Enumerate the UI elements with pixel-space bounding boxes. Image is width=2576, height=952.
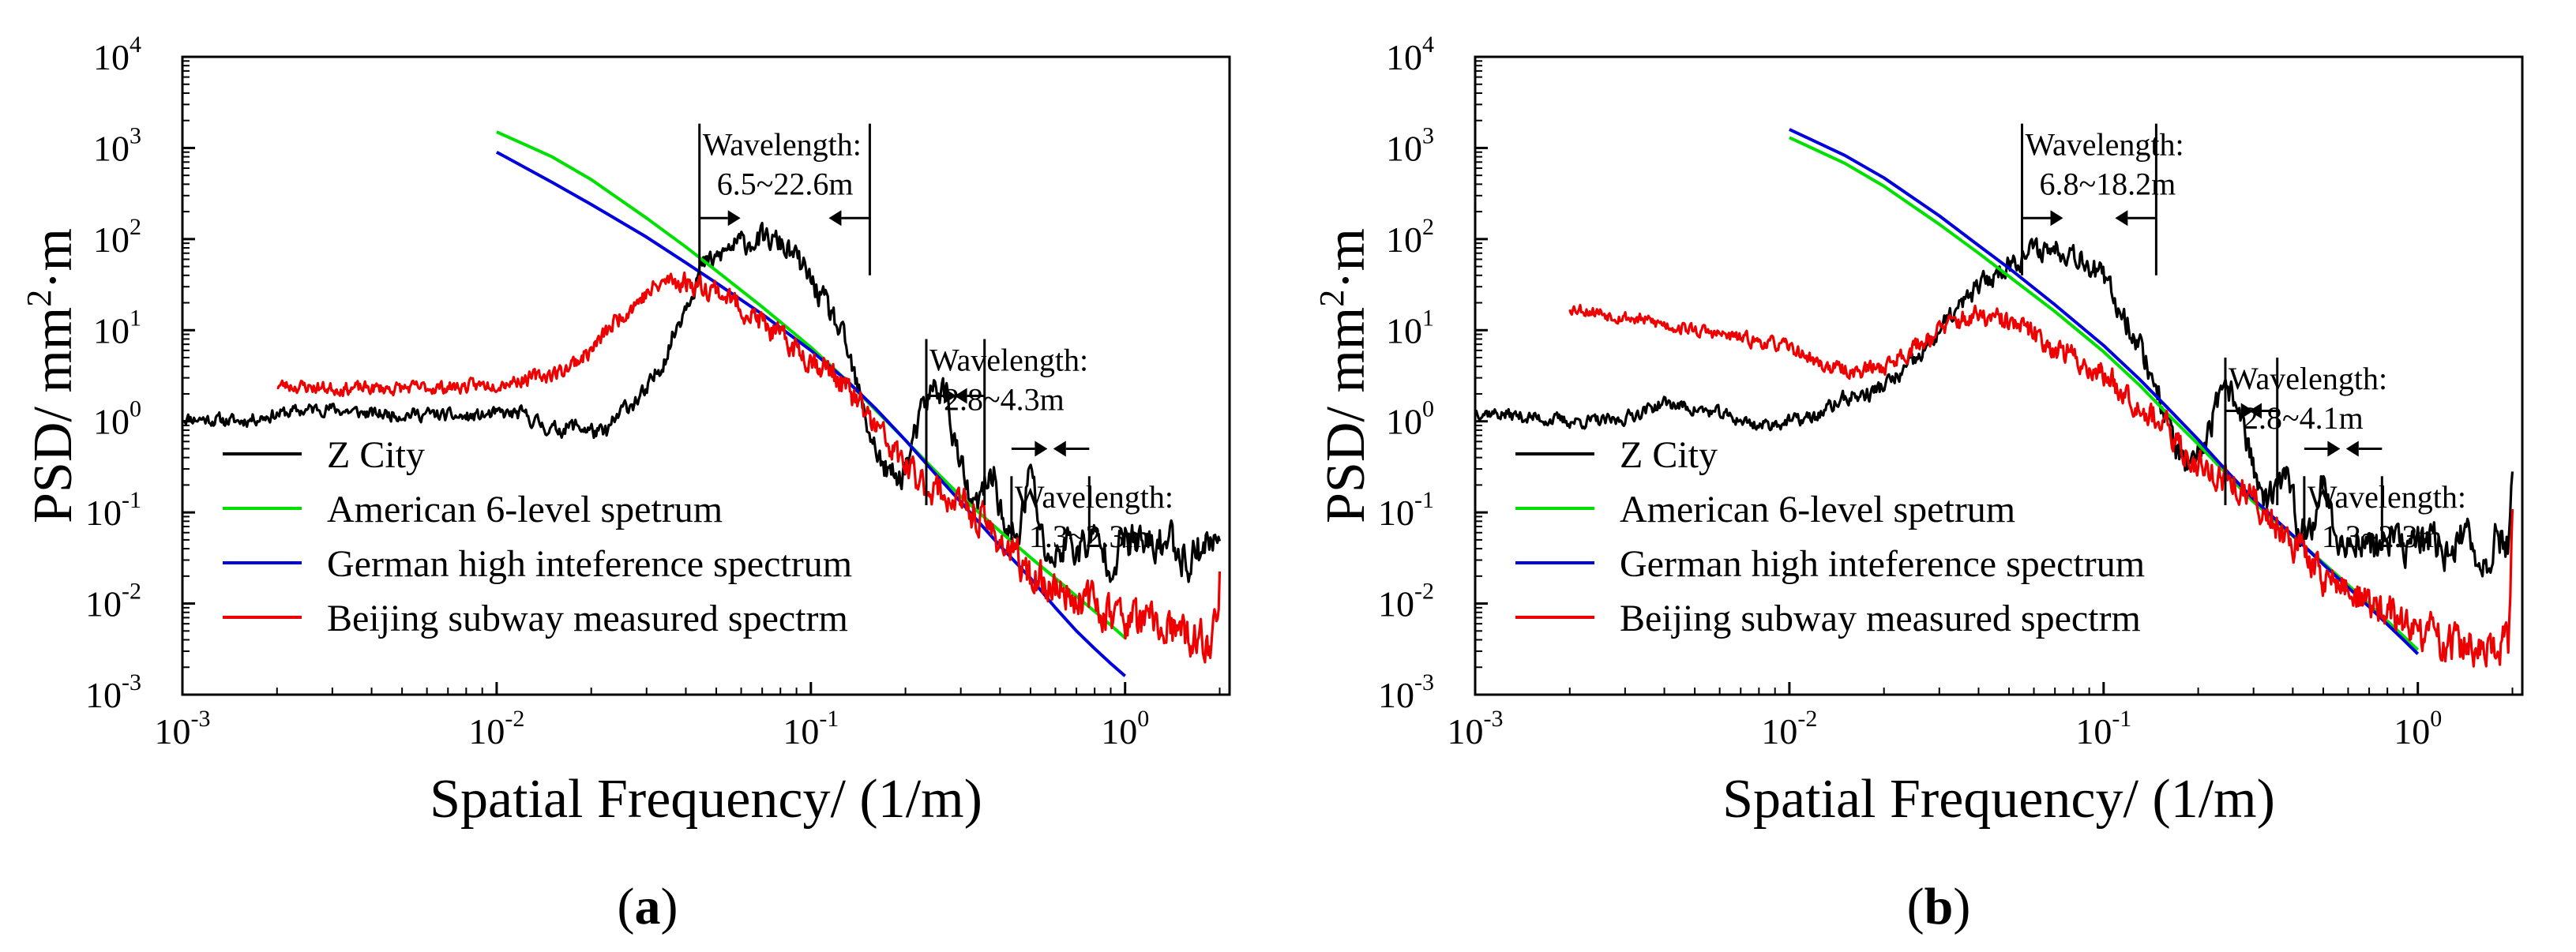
legend: Z City American 6-level spetrum German hig… <box>223 434 852 639</box>
chart-panel-a: 10-3 10-2 10-1 100 10-3 10-2 10-1 100 101 102 103… <box>20 32 1231 935</box>
legend-label: Z City <box>1620 434 1718 476</box>
x-tick-label: 100 <box>2394 706 2442 751</box>
y-tick-label: 103 <box>1386 122 1434 168</box>
x-tick-label: 10-2 <box>468 706 524 751</box>
arrow-right-head <box>727 210 741 227</box>
series-line-beijing-subway-measured-spectrm <box>276 271 1222 664</box>
arrow-left-head <box>954 388 967 404</box>
annotation-title: Wavelength: <box>2308 479 2466 515</box>
arrow-right-head <box>2050 210 2063 227</box>
legend-label: German high inteference spectrum <box>1620 543 2145 585</box>
legend-entry: Z City <box>1515 434 1718 476</box>
arrow-left-head <box>2248 403 2262 419</box>
wavelength-annotation: Wavelength: 6.5~22.6m <box>698 123 871 275</box>
wavelength-annotation: Wavelength: 2.8~4.1m <box>2224 358 2387 506</box>
arrow-right-head <box>2240 403 2254 419</box>
arrow-left-head <box>2345 440 2359 457</box>
annotation-range: 6.5~22.6m <box>717 167 854 202</box>
y-tick-label: 100 <box>1386 396 1434 442</box>
x-axis-title: Spatial Frequency/ (1/m) <box>1722 769 2275 830</box>
legend-entry: German high inteference spectrum <box>223 543 852 585</box>
arrow-right-head <box>2327 440 2341 457</box>
y-tick-label: 103 <box>93 122 141 168</box>
y-tick-label: 102 <box>1386 214 1434 260</box>
legend-entry: American 6-level spetrum <box>223 489 723 530</box>
legend: Z City American 6-level spetrum German hig… <box>1515 434 2145 639</box>
x-tick-label: 10-1 <box>783 706 839 751</box>
annotation-title: Wavelength: <box>703 127 862 163</box>
series-line-beijing-subway-measured-spectrm <box>1568 303 2514 668</box>
annotation-title: Wavelength: <box>2026 127 2184 163</box>
arrow-left-head <box>828 210 842 227</box>
plot-frame <box>1474 55 2524 696</box>
wavelength-annotation: Wavelength: 1.3~2.3m <box>2303 440 2466 554</box>
legend-entry: Beijing subway measured spectrm <box>223 598 848 639</box>
plot-frame <box>181 55 1231 696</box>
x-tick-label: 10-1 <box>2075 706 2131 751</box>
x-tick-label: 10-2 <box>1761 706 1817 751</box>
legend-entry: American 6-level spetrum <box>1515 489 2015 530</box>
legend-label: German high inteference spectrum <box>327 543 852 585</box>
y-tick-label: 104 <box>1386 32 1434 77</box>
annotation-range: 1.3~2.3m <box>1029 519 1150 554</box>
legend-label: Beijing subway measured spectrm <box>327 598 848 639</box>
legend-label: American 6-level spetrum <box>327 489 723 530</box>
panel-label: (b) <box>1907 878 1971 935</box>
y-tick-label: 10-2 <box>85 579 141 624</box>
y-tick-label: 101 <box>93 305 141 350</box>
y-tick-label: 10-2 <box>1378 579 1434 624</box>
annotation-range: 1.3~2.3m <box>2322 519 2443 554</box>
x-axis-title: Spatial Frequency/ (1/m) <box>430 769 982 830</box>
annotation-range: 2.8~4.3m <box>944 381 1065 417</box>
x-tick-label: 10-3 <box>155 706 211 751</box>
y-tick-label: 100 <box>93 396 141 442</box>
series-line-z-city <box>1475 237 2514 578</box>
legend-label: Z City <box>327 434 425 476</box>
annotation-range: 2.8~4.1m <box>2243 400 2364 436</box>
x-tick-label: 100 <box>1101 706 1149 751</box>
y-tick-label: 10-1 <box>85 487 141 533</box>
series-line-german-high-inteference-spectrum <box>1789 128 2420 655</box>
legend-label: Beijing subway measured spectrm <box>1620 598 2141 639</box>
y-tick-label: 10-3 <box>1378 669 1434 715</box>
arrow-left-head <box>1053 440 1066 457</box>
y-tick-label: 102 <box>93 214 141 260</box>
legend-label: American 6-level spetrum <box>1620 489 2015 530</box>
arrow-left-head <box>2115 210 2128 227</box>
y-tick-label: 101 <box>1386 305 1434 350</box>
wavelength-annotation: Wavelength: 6.8~18.2m <box>2021 123 2184 275</box>
y-tick-label: 104 <box>93 32 141 77</box>
annotation-range: 6.8~18.2m <box>2040 167 2176 202</box>
y-axis-title: PSD/ mm2·m <box>20 228 84 523</box>
wavelength-annotation: Wavelength: 2.8~4.3m <box>925 339 1088 506</box>
legend-entry: German high inteference spectrum <box>1515 543 2145 585</box>
series-line-german-high-inteference-spectrum <box>495 150 1127 677</box>
arrow-right-head <box>1035 440 1048 457</box>
y-tick-label: 10-3 <box>85 669 141 715</box>
panel-label: (a) <box>618 878 678 935</box>
y-axis-title: PSD/ mm2·m <box>1312 228 1376 523</box>
x-tick-label: 10-3 <box>1448 706 1504 751</box>
legend-entry: Beijing subway measured spectrm <box>1515 598 2141 639</box>
y-tick-label: 10-1 <box>1378 487 1434 533</box>
annotation-title: Wavelength: <box>929 342 1088 377</box>
arrow-right-head <box>944 388 957 404</box>
annotation-title: Wavelength: <box>2229 361 2387 396</box>
chart-panel-b: 10-3 10-2 10-1 100 10-3 10-2 10-1 100 101 102 103… <box>1312 32 2524 935</box>
annotation-title: Wavelength: <box>1015 479 1173 515</box>
wavelength-annotation: Wavelength: 1.3~2.3m <box>1010 440 1173 554</box>
legend-entry: Z City <box>223 434 425 476</box>
